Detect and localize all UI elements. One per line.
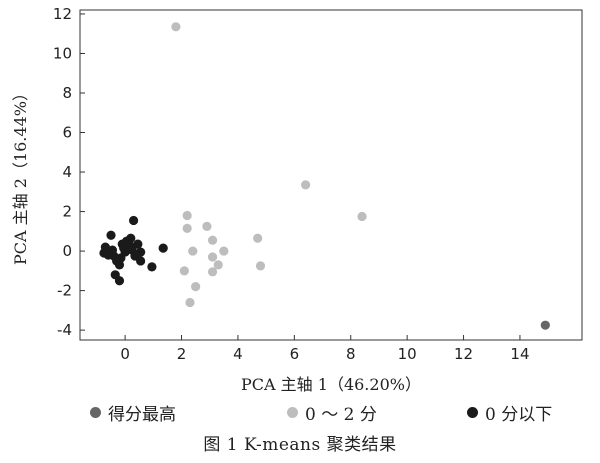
data-point: [301, 180, 311, 190]
x-tick-label: 14: [510, 345, 529, 363]
data-point: [126, 233, 136, 243]
y-tick-label: -2: [57, 282, 72, 300]
figure-caption: 图 1 K-means 聚类结果: [203, 435, 397, 455]
data-point: [119, 243, 129, 253]
data-point: [133, 239, 143, 249]
data-point: [185, 297, 195, 308]
data-point: [182, 223, 192, 233]
legend-marker-top-score: [90, 407, 101, 418]
data-point: [202, 221, 212, 231]
axis-ticks: 0 2 4 6 8 10 12 14 -4 -2 0 2 4 6 8 10 12: [53, 5, 530, 363]
data-point: [106, 230, 116, 240]
x-tick-label: 0: [120, 345, 130, 363]
data-point: [114, 260, 125, 270]
legend-marker-0-2: [287, 407, 298, 418]
data-point: [357, 211, 367, 222]
data-point: [136, 247, 146, 257]
y-tick-label: 12: [53, 5, 72, 23]
data-point: [207, 267, 218, 277]
x-tick-label: 4: [233, 345, 243, 363]
y-tick-label: -4: [57, 321, 72, 339]
legend-label-below-0: 0 分以下: [485, 405, 553, 425]
x-axis-title: PCA 主轴 1（46.20%）: [241, 375, 421, 394]
plot-frame: [79, 9, 583, 341]
legend-item-below-0: 0 分以下: [467, 400, 552, 425]
data-point: [188, 246, 198, 256]
data-point: [147, 262, 157, 272]
data-point: [213, 260, 223, 270]
legend-label-top-score: 得分最高: [108, 405, 176, 425]
x-tick-label: 8: [346, 345, 356, 363]
y-tick-label: 0: [62, 242, 72, 260]
data-point: [158, 243, 168, 253]
x-tick-label: 2: [177, 345, 187, 363]
legend-label-0-2: 0 ～ 2 分: [305, 405, 377, 425]
legend-item-0-2: 0 ～ 2 分: [287, 400, 377, 425]
data-point: [179, 266, 189, 276]
y-axis-title: PCA 主轴 2（16.44%）: [11, 85, 30, 265]
data-points: [99, 22, 550, 330]
data-point: [207, 252, 218, 262]
data-point: [207, 235, 218, 245]
data-point: [219, 246, 229, 256]
data-point: [253, 233, 263, 243]
data-point: [255, 261, 266, 271]
x-tick-label: 10: [398, 345, 417, 363]
y-tick-label: 6: [62, 124, 72, 142]
x-tick-label: 6: [290, 345, 300, 363]
y-tick-label: 10: [53, 44, 72, 62]
legend-marker-below-0: [467, 407, 478, 418]
data-point: [171, 22, 181, 32]
data-point: [128, 215, 139, 226]
data-point: [182, 210, 192, 221]
y-tick-label: 4: [62, 163, 72, 181]
data-point: [191, 282, 201, 292]
x-tick-label: 12: [454, 345, 473, 363]
legend: 得分最高 0 ～ 2 分 0 分以下: [0, 400, 600, 428]
scatter-chart: 0 2 4 6 8 10 12 14 -4 -2 0 2 4 6 8 10 12 PCA 主轴 1（46.20%…: [11, 5, 583, 394]
y-tick-label: 2: [62, 203, 72, 221]
data-point: [136, 256, 146, 266]
data-point: [114, 276, 125, 286]
plot-area: [79, 9, 583, 341]
legend-item-top-score: 得分最高: [90, 400, 176, 425]
data-point: [540, 320, 550, 330]
y-tick-label: 8: [62, 84, 72, 102]
